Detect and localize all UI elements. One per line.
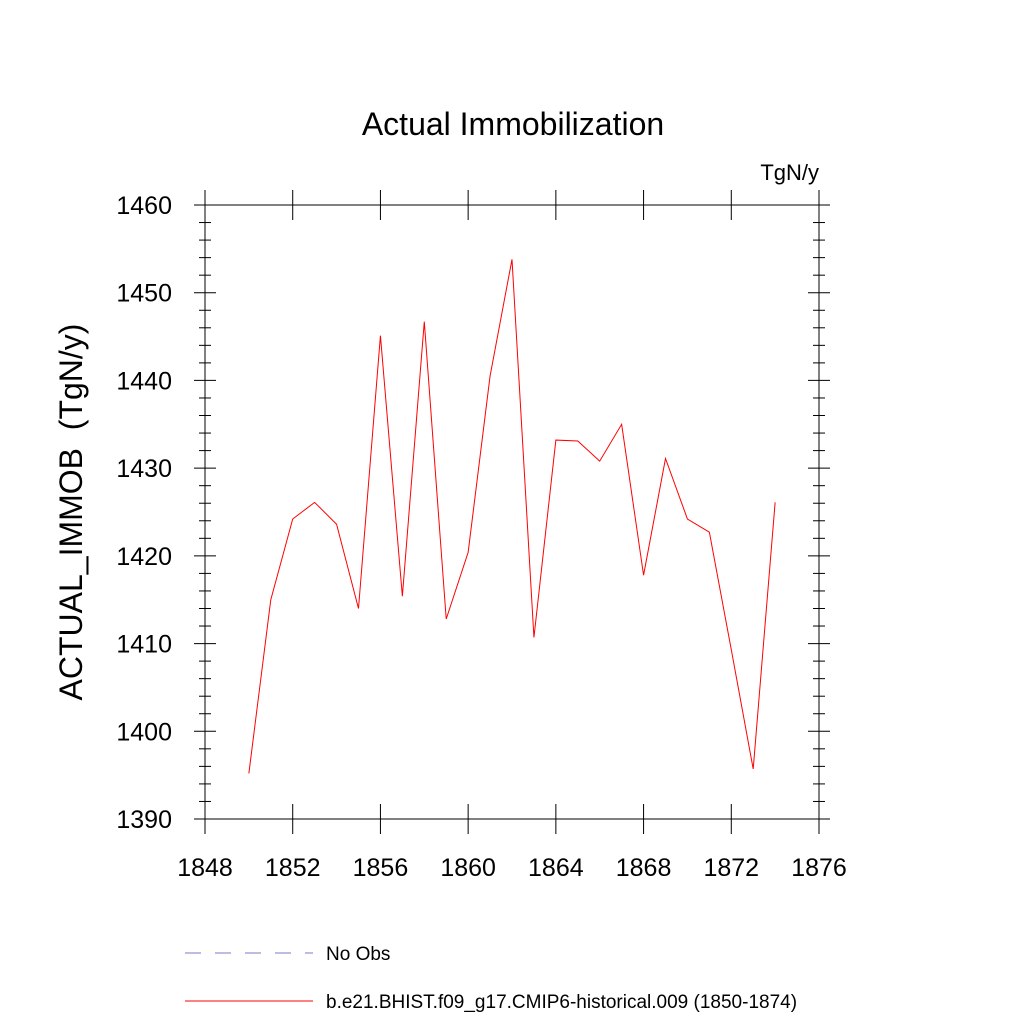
chart-title: Actual Immobilization [362, 106, 664, 142]
y-tick-label: 1420 [116, 543, 172, 571]
units-label: TgN/y [760, 160, 819, 185]
legend-label: b.e21.BHIST.f09_g17.CMIP6-historical.009… [326, 992, 797, 1013]
series-layer [248, 259, 776, 774]
y-tick-label: 1450 [116, 280, 172, 308]
y-tick-label: 1390 [116, 806, 172, 834]
x-tick-label: 1868 [616, 854, 672, 882]
x-tick-label: 1872 [703, 854, 759, 882]
series-line [248, 259, 776, 774]
legend-label: No Obs [326, 944, 390, 965]
y-tick-label: 1460 [116, 192, 172, 220]
x-tick-label: 1852 [265, 854, 321, 882]
y-tick-label: 1400 [116, 718, 172, 746]
legend: No Obs b.e21.BHIST.f09_g17.CMIP6-historic… [185, 944, 797, 1013]
x-tick-label: 1876 [791, 854, 847, 882]
y-tick-label: 1440 [116, 367, 172, 395]
y-tick-label: 1430 [116, 455, 172, 483]
y-tick-label: 1410 [116, 631, 172, 659]
x-tick-label: 1856 [353, 854, 409, 882]
axes: 1390 1400 1410 1420 1430 1440 1450 1460 1848 1852… [116, 190, 847, 882]
y-axis-label: ACTUAL_IMMOB (TgN/y) [53, 324, 89, 701]
x-tick-label: 1864 [528, 854, 584, 882]
plot-frame [204, 204, 820, 820]
x-tick-label: 1860 [440, 854, 496, 882]
x-tick-label: 1848 [177, 854, 233, 882]
